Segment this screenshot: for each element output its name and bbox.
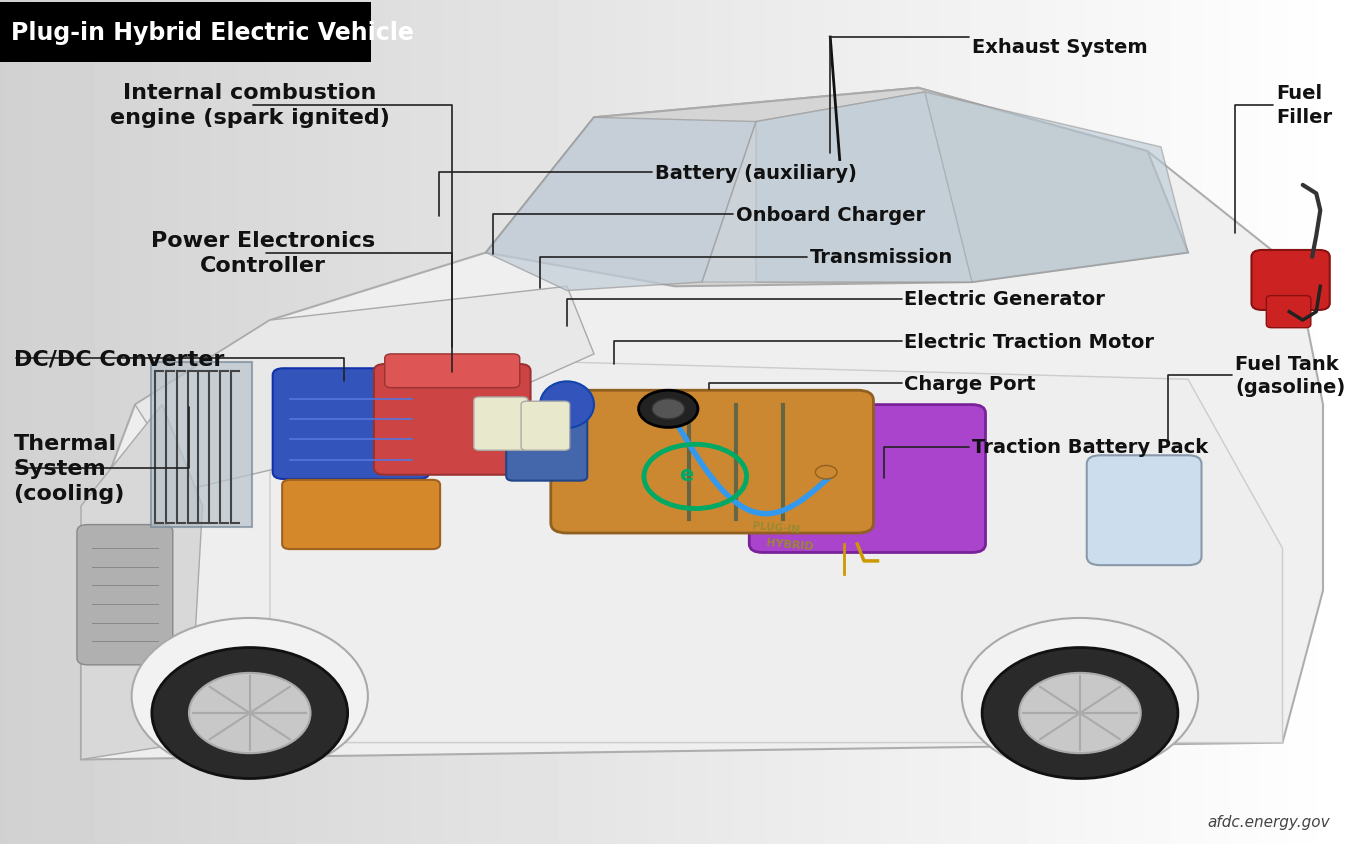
FancyBboxPatch shape (749, 405, 986, 553)
Text: Exhaust System: Exhaust System (972, 38, 1148, 57)
FancyBboxPatch shape (551, 391, 873, 533)
Polygon shape (270, 354, 1282, 743)
Text: e: e (679, 464, 693, 484)
FancyBboxPatch shape (151, 363, 252, 528)
Ellipse shape (540, 381, 594, 428)
Text: Transmission: Transmission (810, 248, 953, 267)
Ellipse shape (1019, 674, 1141, 753)
Text: Electric Generator: Electric Generator (904, 290, 1106, 309)
FancyBboxPatch shape (1251, 251, 1330, 311)
FancyBboxPatch shape (385, 354, 520, 388)
Polygon shape (81, 405, 202, 760)
Text: Fuel
Filler: Fuel Filler (1276, 84, 1332, 127)
Polygon shape (756, 93, 1188, 283)
Text: Fuel Tank
(gasoline): Fuel Tank (gasoline) (1235, 354, 1346, 397)
Text: Thermal
System
(cooling): Thermal System (cooling) (14, 434, 124, 503)
Polygon shape (81, 89, 1323, 760)
FancyBboxPatch shape (474, 398, 528, 451)
Polygon shape (486, 89, 1188, 287)
Text: Power Electronics
Controller: Power Electronics Controller (151, 230, 375, 276)
Text: Battery (auxiliary): Battery (auxiliary) (655, 164, 857, 182)
Ellipse shape (961, 618, 1199, 775)
Text: HYBRID: HYBRID (765, 538, 814, 551)
Circle shape (639, 391, 698, 428)
FancyBboxPatch shape (506, 409, 587, 481)
Text: Electric Traction Motor: Electric Traction Motor (904, 333, 1154, 351)
Polygon shape (702, 93, 972, 283)
FancyBboxPatch shape (1266, 296, 1311, 328)
Text: afdc.energy.gov: afdc.energy.gov (1207, 814, 1330, 829)
Polygon shape (135, 287, 594, 490)
Text: Charge Port: Charge Port (904, 375, 1037, 393)
FancyBboxPatch shape (1087, 456, 1202, 565)
Circle shape (652, 399, 684, 419)
Text: Onboard Charger: Onboard Charger (736, 206, 925, 225)
Ellipse shape (189, 674, 310, 753)
Circle shape (815, 466, 837, 479)
FancyBboxPatch shape (282, 480, 440, 549)
Text: Plug-in Hybrid Electric Vehicle: Plug-in Hybrid Electric Vehicle (11, 21, 413, 45)
Text: DC/DC Converter: DC/DC Converter (14, 349, 224, 369)
FancyBboxPatch shape (273, 369, 429, 479)
FancyBboxPatch shape (374, 365, 531, 475)
Text: PLUG-IN: PLUG-IN (752, 521, 801, 534)
Text: Traction Battery Pack: Traction Battery Pack (972, 438, 1208, 457)
Text: Internal combustion
engine (spark ignited): Internal combustion engine (spark ignite… (109, 83, 390, 128)
Ellipse shape (131, 618, 367, 775)
Polygon shape (486, 118, 756, 291)
Ellipse shape (151, 648, 348, 778)
FancyBboxPatch shape (521, 402, 570, 451)
Ellipse shape (981, 648, 1177, 778)
FancyBboxPatch shape (77, 525, 173, 665)
